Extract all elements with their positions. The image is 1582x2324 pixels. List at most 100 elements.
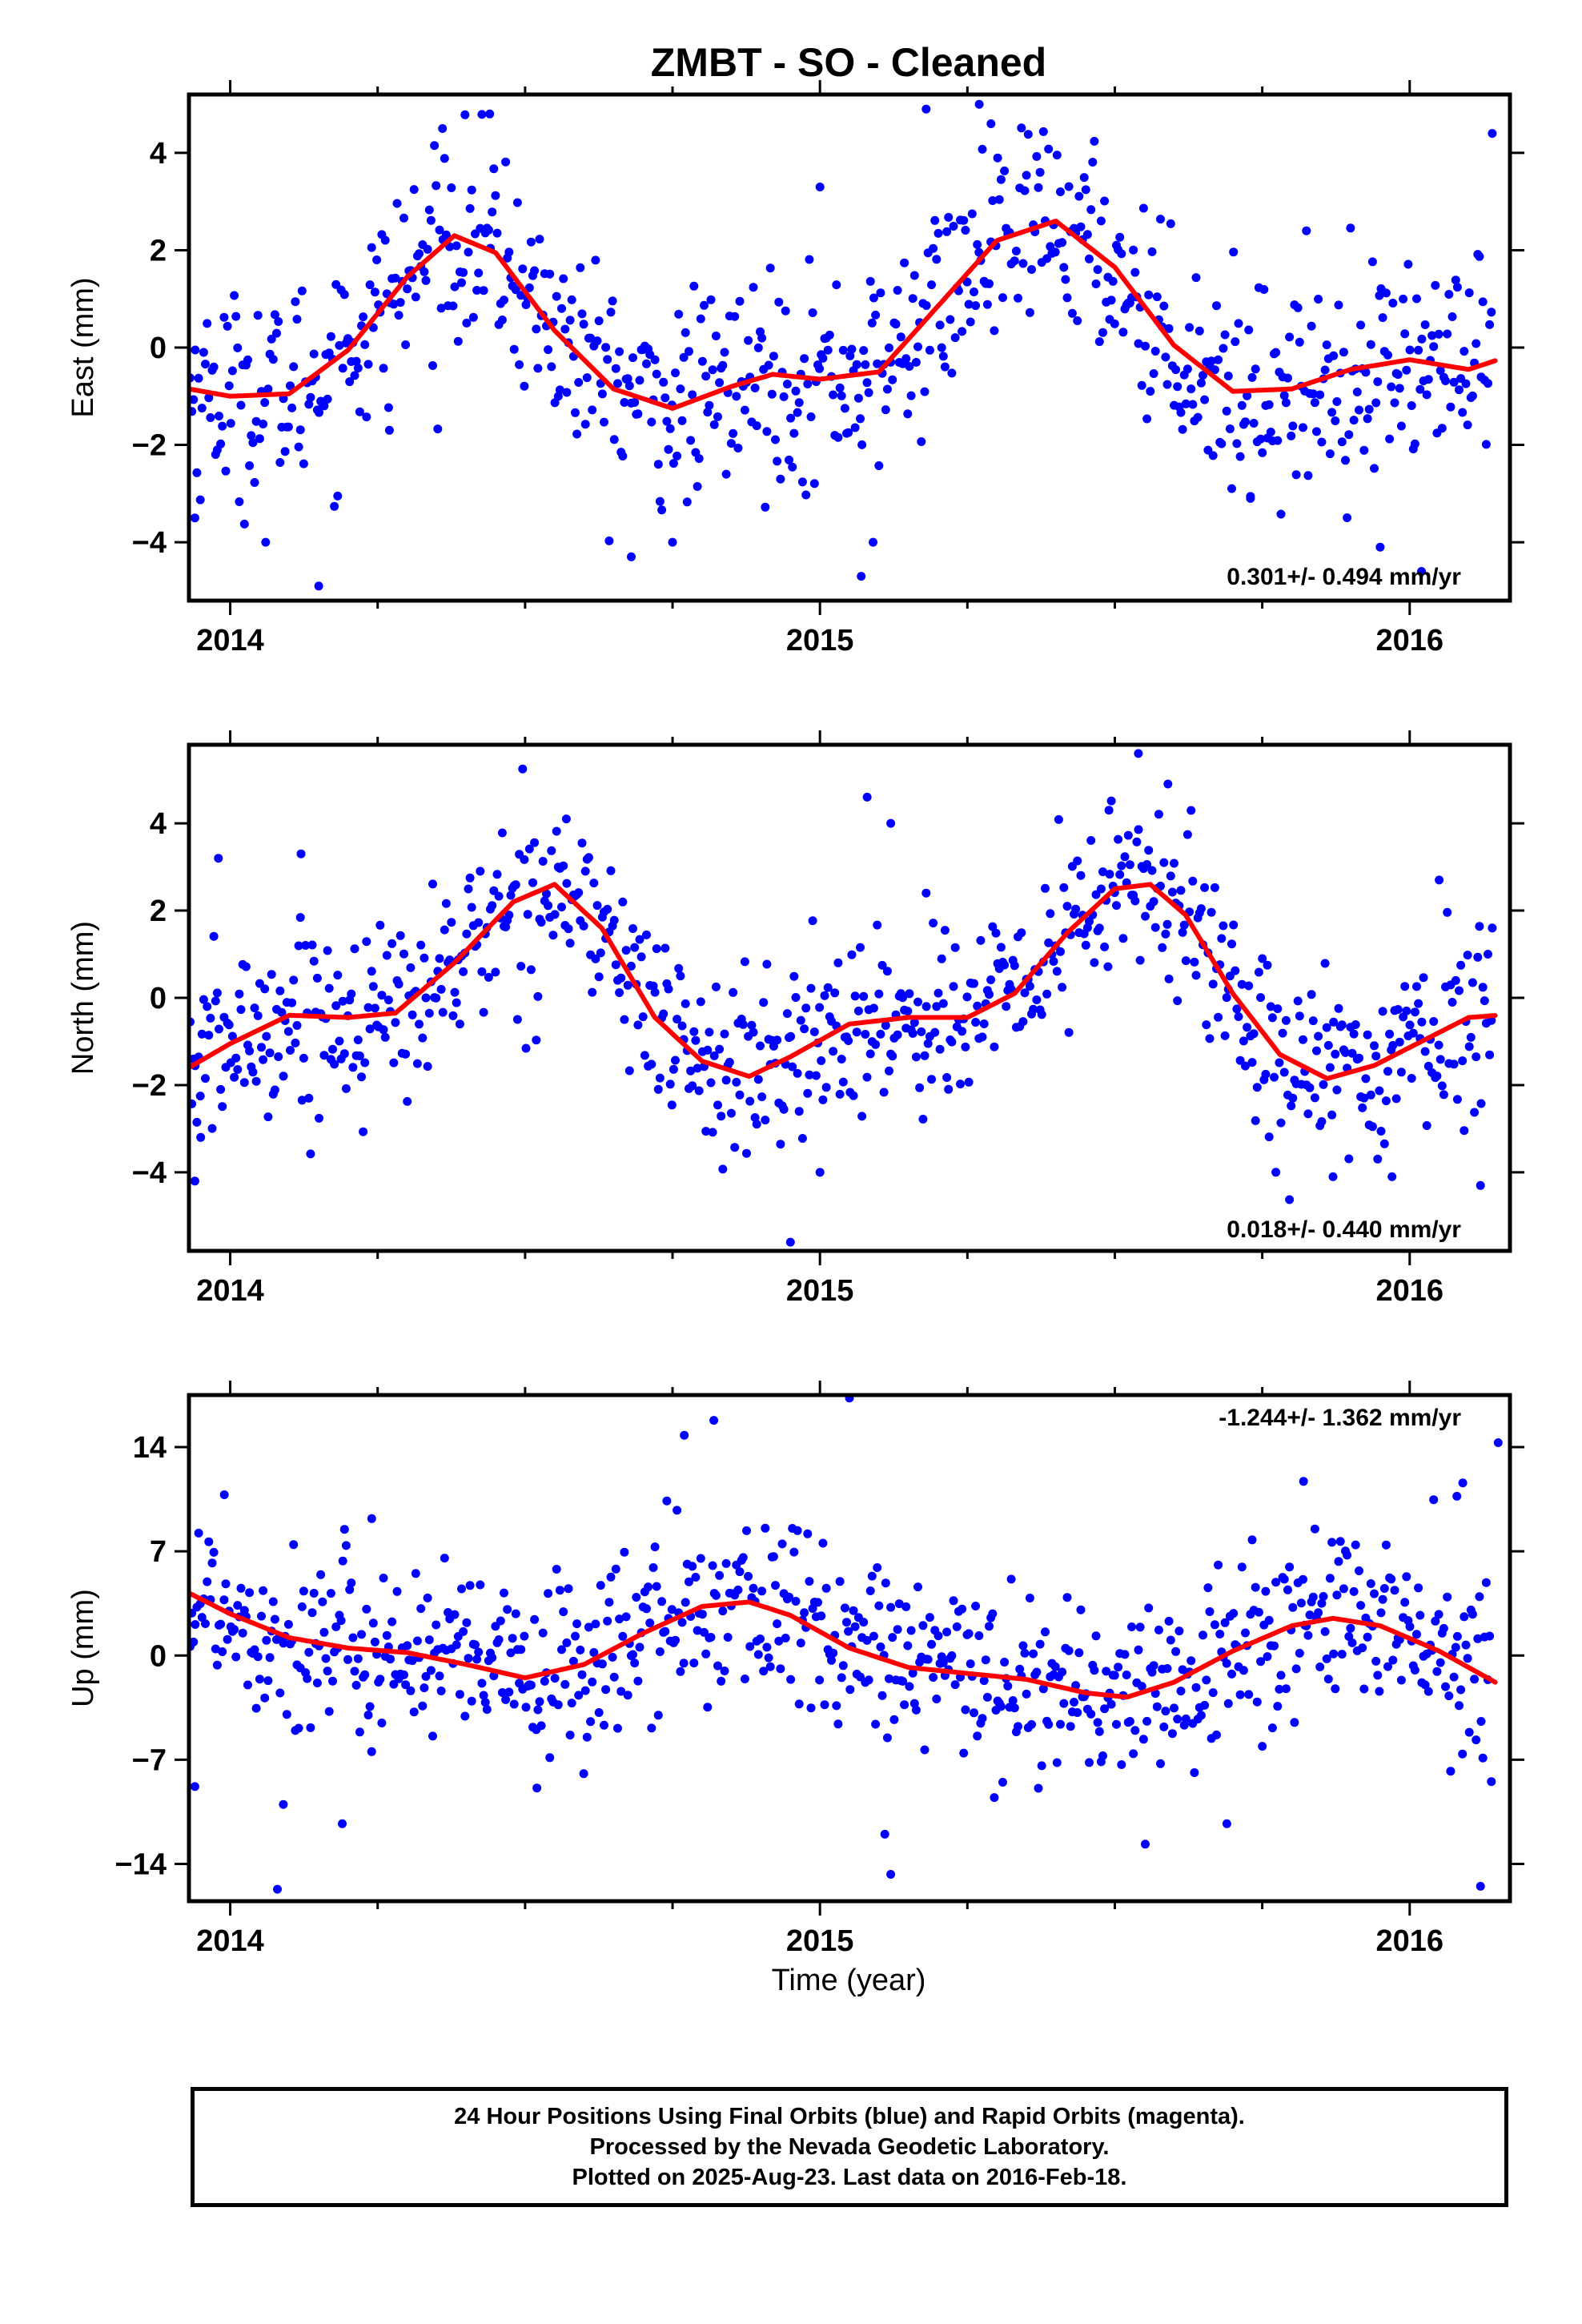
- data-point: [1464, 288, 1474, 298]
- data-point: [864, 1675, 873, 1685]
- data-point: [1429, 1495, 1439, 1505]
- data-point: [497, 1688, 507, 1697]
- data-point: [709, 1416, 719, 1425]
- data-point: [842, 1618, 851, 1627]
- data-point: [579, 921, 588, 931]
- data-point: [873, 920, 882, 930]
- data-point: [341, 1541, 351, 1550]
- data-point: [986, 975, 996, 984]
- data-point: [797, 477, 807, 487]
- data-point: [1307, 321, 1316, 331]
- data-point: [867, 1571, 877, 1581]
- data-point: [459, 967, 468, 976]
- data-point: [1130, 896, 1140, 906]
- data-point: [1481, 1578, 1491, 1587]
- data-point: [190, 1176, 199, 1186]
- data-point: [1020, 186, 1030, 195]
- data-point: [1235, 1690, 1245, 1699]
- data-point: [1027, 265, 1036, 274]
- data-point: [1395, 1037, 1404, 1047]
- data-point: [623, 1691, 632, 1700]
- data-point: [1134, 339, 1143, 348]
- data-point: [648, 1563, 658, 1572]
- data-point: [1264, 1132, 1274, 1142]
- data-point: [745, 1642, 755, 1651]
- data-point: [250, 1003, 259, 1013]
- data-point: [1161, 1707, 1170, 1716]
- data-point: [624, 381, 634, 391]
- data-point: [516, 291, 526, 300]
- east-rate-annotation: 0.301+/- 0.494 mm/yr: [1227, 564, 1461, 590]
- data-point: [441, 230, 451, 239]
- data-point: [635, 376, 644, 385]
- data-point: [800, 1024, 809, 1034]
- data-point: [1375, 291, 1384, 300]
- data-point: [1334, 1557, 1343, 1566]
- data-point: [735, 296, 745, 306]
- data-point: [265, 1653, 275, 1663]
- data-point: [1364, 404, 1374, 414]
- data-point: [1237, 400, 1247, 410]
- data-point: [339, 1525, 349, 1534]
- data-point: [753, 1650, 763, 1659]
- data-point: [852, 1027, 861, 1037]
- data-point: [296, 849, 306, 858]
- data-point: [360, 1670, 370, 1679]
- data-point: [909, 271, 919, 280]
- data-point: [990, 1793, 999, 1803]
- data-point: [339, 1049, 349, 1059]
- y-tick-label: 2: [150, 895, 167, 928]
- data-point: [832, 280, 841, 290]
- data-point: [336, 1616, 346, 1626]
- data-point: [1415, 384, 1425, 394]
- data-point: [584, 853, 593, 862]
- data-point: [283, 1619, 293, 1629]
- data-point: [348, 1063, 358, 1072]
- data-point: [1367, 257, 1377, 267]
- data-point: [930, 1027, 940, 1037]
- data-point: [1186, 1656, 1196, 1666]
- data-point: [250, 1645, 259, 1655]
- data-point: [521, 1043, 531, 1053]
- data-point: [1451, 275, 1460, 285]
- data-point: [474, 1647, 484, 1657]
- data-point: [533, 364, 543, 373]
- data-point: [689, 1659, 699, 1668]
- data-point: [474, 268, 484, 278]
- data-point: [384, 425, 394, 435]
- data-point: [1010, 1703, 1019, 1713]
- data-point: [362, 937, 371, 947]
- data-point: [1205, 1607, 1215, 1616]
- data-point: [279, 1072, 288, 1081]
- data-point: [677, 1618, 687, 1627]
- data-point: [199, 348, 208, 357]
- data-point: [367, 1747, 376, 1756]
- data-point: [596, 1581, 605, 1590]
- data-point: [793, 1068, 802, 1078]
- data-point: [706, 1633, 716, 1642]
- data-point: [809, 479, 819, 489]
- data-point: [1176, 886, 1186, 895]
- data-point: [379, 1025, 388, 1035]
- data-point: [621, 946, 631, 955]
- data-point: [1285, 1195, 1295, 1204]
- data-point: [267, 970, 276, 979]
- data-point: [452, 241, 461, 251]
- data-point: [1142, 860, 1152, 869]
- data-point: [1358, 1103, 1367, 1112]
- data-point: [1062, 902, 1072, 911]
- data-point: [673, 451, 682, 460]
- data-point: [1182, 830, 1192, 839]
- data-point: [557, 1645, 566, 1655]
- data-point: [1199, 1630, 1207, 1640]
- data-point: [415, 1019, 424, 1029]
- data-point: [1341, 1047, 1350, 1057]
- data-point: [932, 1002, 942, 1011]
- data-point: [642, 359, 651, 368]
- data-point: [348, 1633, 358, 1642]
- y-tick-label: 2: [150, 234, 167, 267]
- data-point: [845, 1685, 855, 1695]
- data-point: [877, 1691, 887, 1700]
- data-point: [375, 1675, 385, 1684]
- data-point: [189, 395, 199, 404]
